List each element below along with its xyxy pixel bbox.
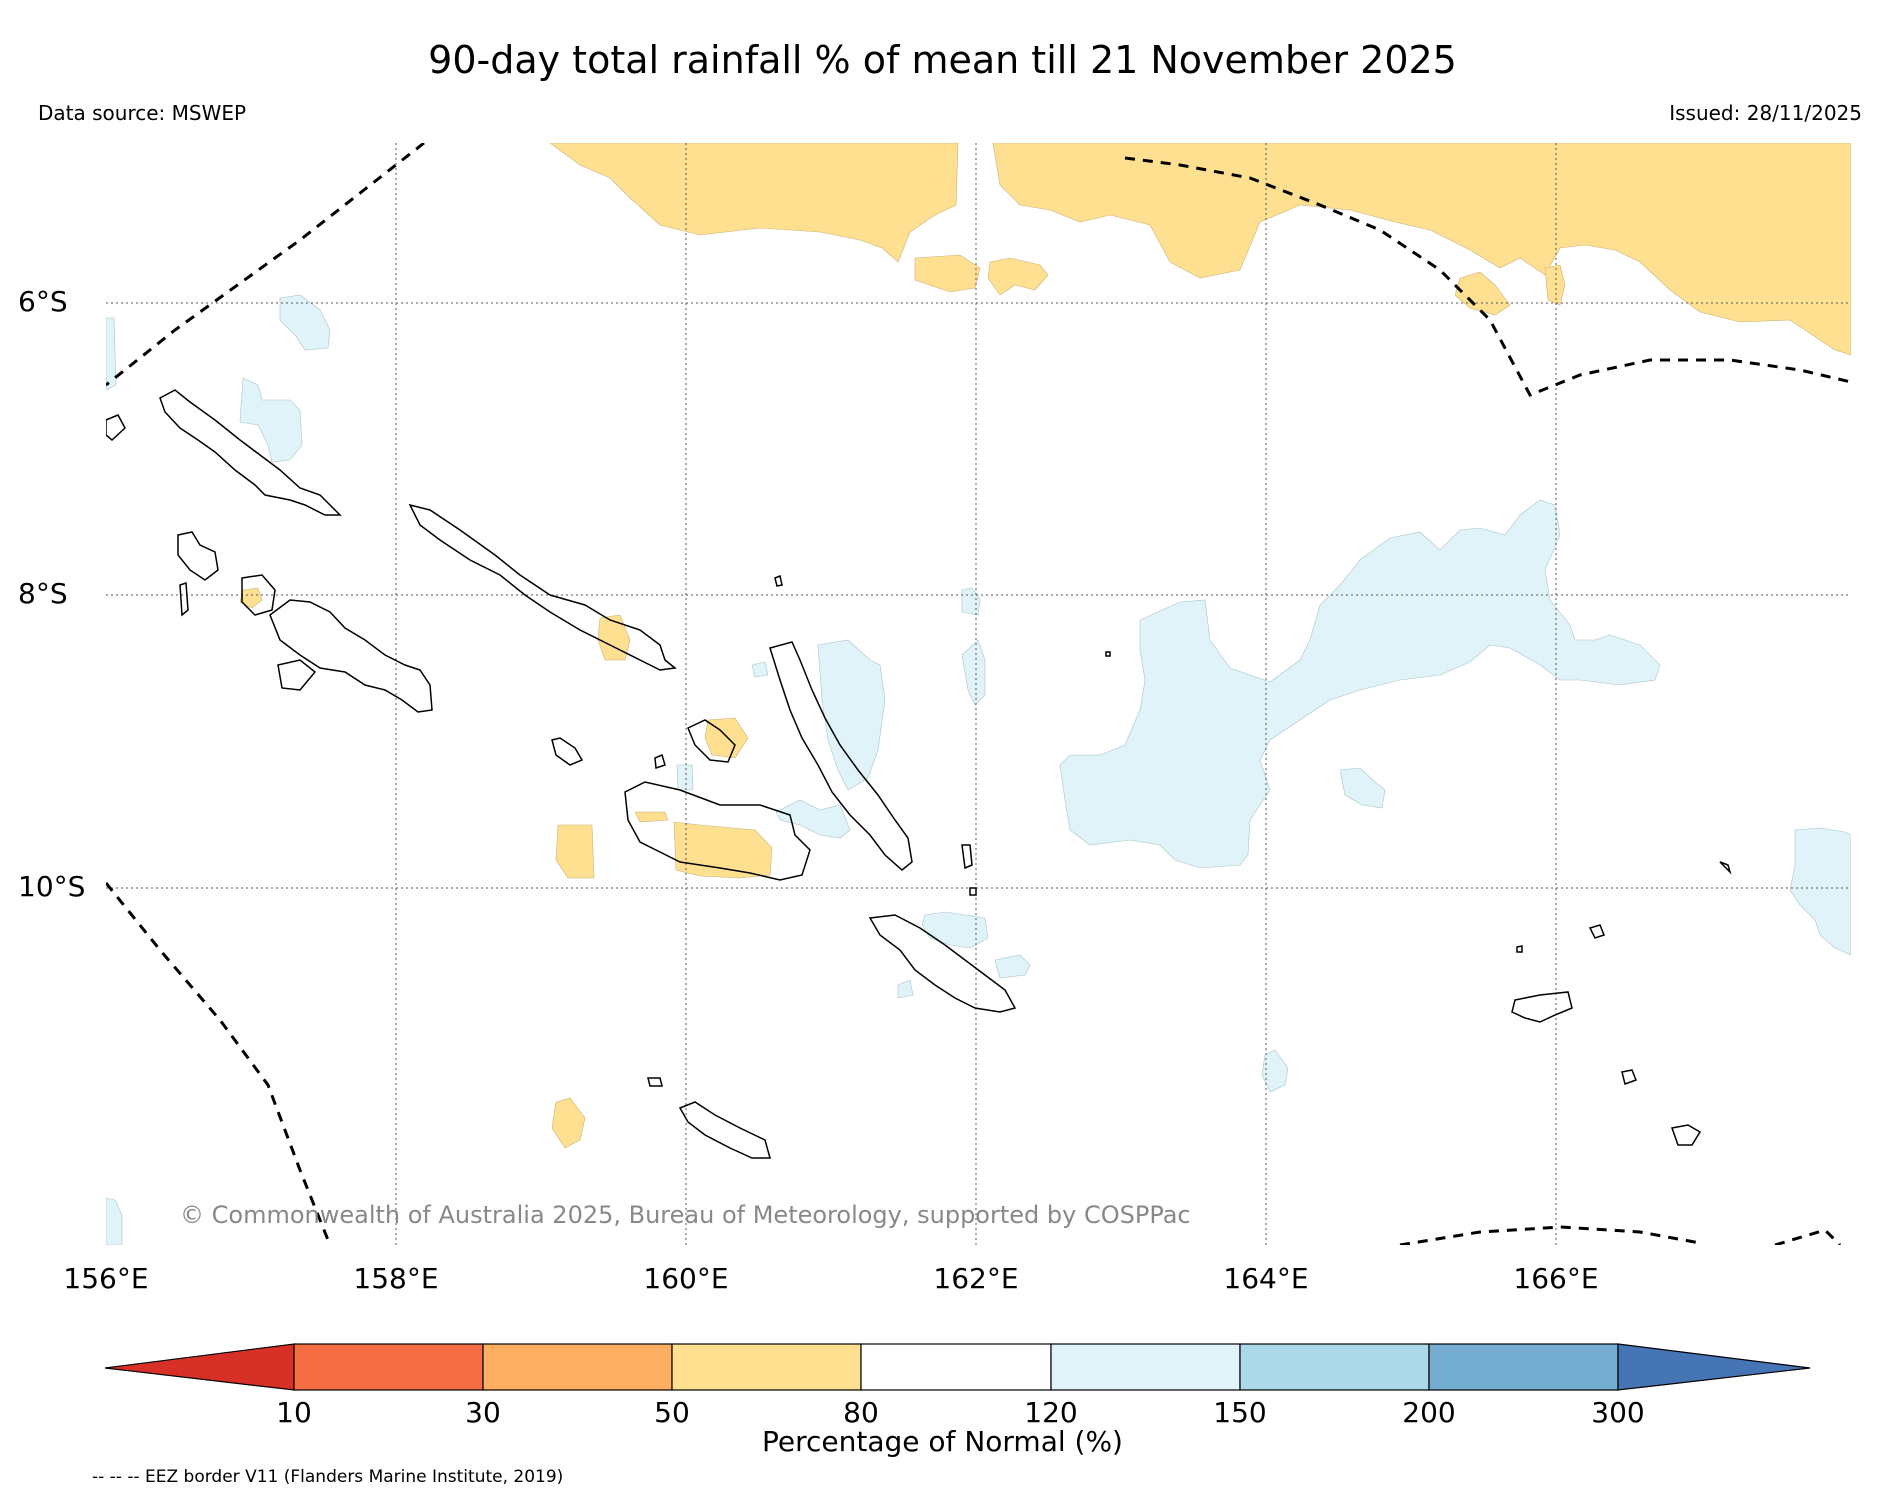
wet-patch-16 [106, 1197, 123, 1245]
lon-label-162: 162°E [933, 1262, 1019, 1295]
colorbar-bin-150-200 [1239, 1343, 1430, 1391]
island-malaita [769, 641, 913, 871]
dry-patch-4 [1544, 264, 1566, 306]
island-small-1 [179, 581, 189, 617]
colorbar-tick: 80 [843, 1396, 879, 1429]
colorbar-tick: 10 [276, 1396, 312, 1429]
wet-patch-7 [751, 661, 769, 678]
island-rennell [678, 1101, 771, 1159]
issued-date: Issued: 28/11/2025 [1669, 101, 1862, 125]
lon-label-166: 166°E [1513, 1262, 1599, 1295]
island-ontong-java [774, 574, 783, 587]
lat-label-10s: 10°S [18, 870, 86, 903]
island-new-georgia [269, 599, 433, 713]
map-title: 90-day total rainfall % of mean till 21 … [428, 38, 1457, 82]
wet-patch-5 [961, 639, 986, 706]
island-kolombangara [241, 574, 276, 616]
dry-region-north [549, 143, 959, 263]
lon-label-156: 156°E [63, 1262, 149, 1295]
island-tiny-1 [1105, 651, 1111, 657]
island-sikaiana [969, 887, 977, 896]
dry-patch-1 [914, 254, 981, 293]
lat-label-6s: 6°S [18, 285, 68, 318]
colorbar-bin-30-50 [482, 1343, 673, 1391]
lat-label-8s: 8°S [18, 577, 68, 610]
eez-borders [106, 143, 1851, 1245]
wet-patch-9 [775, 799, 851, 839]
wet-patch-3 [239, 377, 303, 463]
colorbar-extend-low [104, 1343, 295, 1391]
colorbar-bin-10-30 [293, 1343, 484, 1391]
island-reef-islands [1588, 924, 1605, 939]
island-vanikoro [1671, 1124, 1702, 1146]
wet-patch-1 [279, 294, 331, 351]
dry-patch-6 [597, 614, 631, 661]
lon-label-158: 158°E [353, 1262, 439, 1295]
graticule [106, 143, 1851, 1245]
wet-region-central [1059, 499, 1661, 869]
dry-patch-8 [555, 824, 595, 879]
island-shortlands [106, 414, 126, 441]
wet-patch-10 [1339, 767, 1386, 809]
island-duff [1719, 861, 1732, 875]
colorbar-bin-50-80 [671, 1343, 862, 1391]
dry-patch-5 [239, 587, 263, 609]
colorbar-bin-80-120 [860, 1343, 1052, 1391]
dry-patch-3 [1454, 271, 1511, 316]
wet-patch-11 [1789, 827, 1851, 956]
lon-label-164: 164°E [1223, 1262, 1309, 1295]
island-vella-lavella [177, 531, 219, 581]
colorbar-extend-high [1617, 1343, 1811, 1391]
island-guadalcanal [624, 781, 811, 881]
dry-patch-2 [987, 257, 1049, 296]
lon-label-160: 160°E [643, 1262, 729, 1295]
copyright-notice: © Commonwealth of Australia 2025, Bureau… [180, 1201, 1191, 1229]
island-choiseul [159, 389, 342, 516]
island-ulawa [961, 844, 973, 870]
colorbar-tick: 120 [1024, 1396, 1078, 1429]
colorbar-tick: 30 [465, 1396, 501, 1429]
island-russell [551, 737, 584, 766]
colorbar [104, 1343, 1811, 1391]
island-utupua [1621, 1069, 1637, 1085]
data-source: Data source: MSWEP [38, 101, 247, 125]
dry-region-northeast [992, 143, 1851, 356]
island-makira [868, 914, 1017, 1013]
eez-legend-note: -- -- -- EEZ border V11 (Flanders Marine… [92, 1467, 564, 1487]
wet-patch-6 [961, 587, 981, 616]
colorbar-tick: 200 [1402, 1396, 1456, 1429]
wet-patch-4 [817, 639, 886, 791]
wet-patch-8 [676, 764, 694, 791]
dry-patch-9 [634, 811, 669, 823]
rainfall-anomaly-layer [106, 143, 1851, 1245]
colorbar-bin-200-300 [1428, 1343, 1619, 1391]
wet-patch-14 [897, 979, 914, 999]
wet-patch-2 [106, 317, 117, 391]
colorbar-tick: 300 [1591, 1396, 1645, 1429]
wet-patch-15 [1261, 1049, 1289, 1093]
coastlines [106, 389, 1732, 1159]
colorbar-bin-120-150 [1050, 1343, 1241, 1391]
colorbar-title: Percentage of Normal (%) [762, 1425, 1123, 1458]
island-nggela [687, 719, 736, 763]
island-savo [654, 753, 666, 770]
island-tiny-2 [1516, 945, 1523, 953]
island-santa-isabel [408, 503, 677, 671]
colorbar-tick: 50 [654, 1396, 690, 1429]
island-bellona [647, 1077, 663, 1087]
wet-patch-13 [994, 954, 1031, 979]
island-santa-cruz [1511, 991, 1573, 1023]
island-rendova [277, 659, 317, 691]
colorbar-tick: 150 [1213, 1396, 1267, 1429]
dry-patch-10 [673, 821, 773, 879]
wet-patch-12 [921, 911, 989, 949]
dry-patch-11 [551, 1097, 586, 1149]
